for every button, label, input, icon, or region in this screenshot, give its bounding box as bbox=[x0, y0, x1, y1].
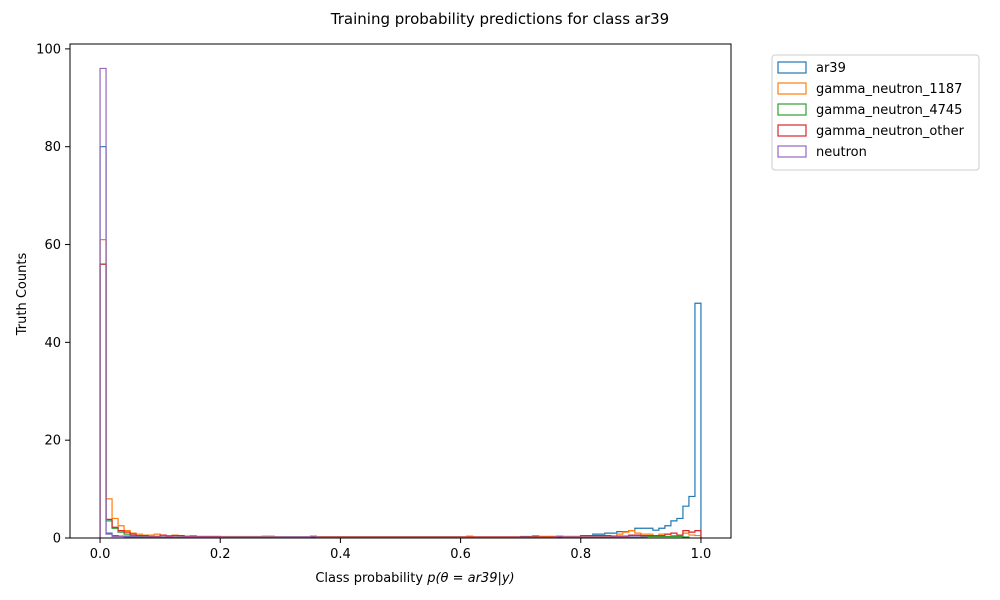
series-gamma_neutron_other-line bbox=[99, 263, 702, 538]
legend-label-ar39: ar39 bbox=[816, 61, 846, 76]
legend-label-neutron: neutron bbox=[816, 145, 867, 160]
x-tick-label: 0.2 bbox=[210, 547, 231, 562]
legend-label-gamma_neutron_4745: gamma_neutron_4745 bbox=[816, 103, 962, 118]
x-tick-label: 0.8 bbox=[570, 547, 591, 562]
series-gamma_neutron_4745-line bbox=[99, 263, 690, 539]
x-axis-label: Class probability p(θ = ar39|y) bbox=[315, 571, 514, 586]
x-tick-label: 0.0 bbox=[90, 547, 111, 562]
y-axis-label-group: Truth Counts bbox=[15, 253, 30, 337]
x-tick-label: 0.6 bbox=[450, 547, 471, 562]
legend-swatch-gamma_neutron_other bbox=[777, 124, 807, 137]
chart-title: Training probability predictions for cla… bbox=[330, 10, 669, 28]
legend-swatch-gamma_neutron_4745 bbox=[777, 103, 807, 116]
x-tick-label: 0.4 bbox=[330, 547, 351, 562]
y-axis-label: Truth Counts bbox=[15, 253, 30, 337]
y-tick-label: 20 bbox=[44, 434, 61, 449]
legend-swatch-neutron bbox=[777, 145, 807, 158]
legend-swatch-ar39 bbox=[777, 61, 807, 74]
legend-label-gamma_neutron_1187: gamma_neutron_1187 bbox=[816, 82, 962, 97]
x-axis-label-math: p(θ = ar39|y) bbox=[426, 571, 514, 586]
series-neutron-line bbox=[99, 67, 648, 539]
y-tick-label: 100 bbox=[36, 42, 61, 57]
plot-frame bbox=[69, 43, 732, 539]
y-tick-label: 60 bbox=[44, 238, 61, 253]
legend-box bbox=[771, 54, 980, 171]
x-axis-label-prefix: Class probability bbox=[315, 571, 427, 586]
plot-area: 0.0 0.2 0.4 0.6 0.8 1.0 0 20 40 60 80 100 bbox=[36, 42, 732, 562]
y-tick-label: 0 bbox=[53, 532, 61, 547]
series-gamma_neutron_1187-line bbox=[99, 239, 702, 538]
series-ar39-line bbox=[99, 146, 702, 538]
y-tick-label: 40 bbox=[44, 336, 61, 351]
x-tick-label: 1.0 bbox=[691, 547, 712, 562]
legend: ar39 gamma_neutron_1187 gamma_neutron_4745… bbox=[771, 54, 980, 171]
y-tick-label: 80 bbox=[44, 140, 61, 155]
legend-swatch-gamma_neutron_1187 bbox=[777, 82, 807, 95]
legend-label-gamma_neutron_other: gamma_neutron_other bbox=[816, 124, 965, 139]
